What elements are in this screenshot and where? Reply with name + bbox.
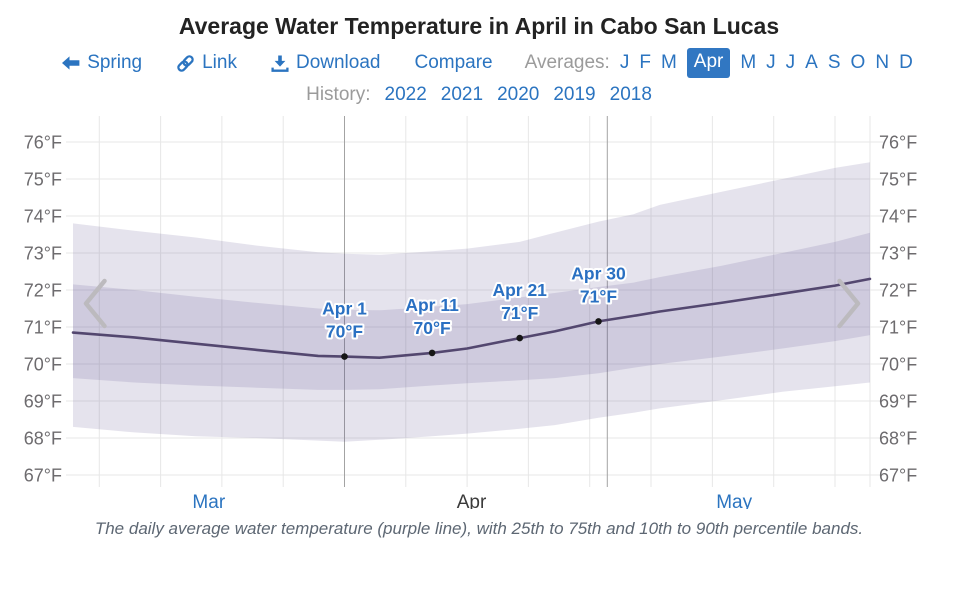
permalink-link[interactable]: Link bbox=[176, 50, 237, 76]
point-label-1: 70°F bbox=[414, 318, 451, 338]
y-tick-label-right: 76°F bbox=[879, 133, 917, 153]
averages-month-s-8[interactable]: S bbox=[827, 52, 841, 73]
y-tick-label-right: 68°F bbox=[879, 429, 917, 449]
averages-month-apr-3[interactable]: Apr bbox=[686, 48, 731, 78]
temperature-chart: 76°F 76°F 75°F 75°F 74°F 74°F 73°F 73°F 72°F 72°F… bbox=[24, 116, 917, 509]
x-month-label-mar[interactable]: Mar bbox=[192, 492, 225, 509]
averages-month-a-7[interactable]: A bbox=[805, 52, 818, 73]
y-tick-label-right: 71°F bbox=[879, 318, 917, 338]
y-tick-label-right: 73°F bbox=[879, 244, 917, 264]
history-year-2022[interactable]: 2022 bbox=[384, 84, 427, 105]
point-label-2: Apr 21 bbox=[492, 280, 547, 300]
averages-months: J F M Apr M J J A S O N D bbox=[620, 48, 913, 78]
y-tick-label-right: 75°F bbox=[879, 170, 917, 190]
history-year-2019[interactable]: 2019 bbox=[553, 84, 596, 105]
history-year-2021[interactable]: 2021 bbox=[440, 84, 484, 105]
averages-month-m-2[interactable]: M bbox=[660, 52, 677, 73]
history-row: History: 2022 2021 2020 2019 2018 bbox=[0, 83, 958, 107]
point-label-1: Apr 11 bbox=[405, 295, 459, 315]
y-tick-label-right: 70°F bbox=[879, 355, 917, 375]
history-year-2018[interactable]: 2018 bbox=[609, 84, 652, 105]
y-tick-label-left: 76°F bbox=[24, 133, 62, 153]
y-tick-label-left: 74°F bbox=[24, 207, 62, 227]
history-year-2020[interactable]: 2020 bbox=[497, 84, 540, 105]
y-tick-label-left: 73°F bbox=[24, 244, 62, 264]
back-link-label: Spring bbox=[87, 52, 143, 73]
chart-caption: The daily average water temperature (pur… bbox=[94, 519, 864, 538]
point-label-0: 70°F bbox=[326, 322, 363, 342]
data-point-3 bbox=[595, 318, 602, 325]
back-to-spring-link[interactable]: Spring bbox=[62, 50, 142, 76]
y-tick-label-right: 74°F bbox=[879, 207, 917, 227]
point-label-0: Apr 1 bbox=[322, 299, 367, 319]
averages-label: Averages: bbox=[524, 52, 610, 73]
prev-period-chevron-icon[interactable] bbox=[83, 278, 107, 329]
download-button[interactable]: Download bbox=[271, 50, 381, 76]
page-title: Average Water Temperature in April in Ca… bbox=[178, 13, 780, 39]
toolbar: Spring Link Download Compare Averages: J… bbox=[0, 48, 958, 78]
averages-month-d-11[interactable]: D bbox=[899, 52, 913, 73]
mean-temperature-line bbox=[71, 277, 872, 359]
y-tick-label-left: 72°F bbox=[24, 281, 62, 301]
y-tick-label-left: 67°F bbox=[24, 466, 62, 486]
permalink-label: Link bbox=[202, 52, 237, 73]
point-label-2: 71°F bbox=[501, 303, 538, 323]
y-tick-label-left: 70°F bbox=[24, 355, 62, 375]
averages-month-j-6[interactable]: J bbox=[785, 52, 796, 73]
compare-label: Compare bbox=[414, 52, 493, 73]
history-years: 2022 2021 2020 2019 2018 bbox=[385, 83, 652, 107]
data-point-0 bbox=[341, 353, 348, 360]
link-icon bbox=[176, 54, 195, 73]
averages-month-f-1[interactable]: F bbox=[639, 52, 651, 73]
averages-month-j-5[interactable]: J bbox=[766, 52, 776, 73]
y-tick-label-left: 75°F bbox=[24, 170, 62, 190]
history-label: History: bbox=[306, 84, 371, 105]
x-month-label-apr: Apr bbox=[457, 492, 487, 509]
averages-month-m-4[interactable]: M bbox=[740, 52, 757, 73]
data-point-2 bbox=[516, 334, 523, 342]
point-label-3: Apr 30 bbox=[571, 263, 626, 283]
averages-month-o-9[interactable]: O bbox=[850, 52, 866, 73]
x-month-label-may[interactable]: May bbox=[716, 492, 752, 509]
y-tick-label-right: 67°F bbox=[879, 466, 917, 486]
arrow-left-icon bbox=[62, 56, 80, 70]
download-label: Download bbox=[295, 52, 381, 73]
averages-month-j-0[interactable]: J bbox=[619, 52, 630, 73]
y-tick-label-left: 69°F bbox=[24, 392, 62, 412]
y-tick-label-left: 71°F bbox=[24, 318, 62, 338]
averages-selector: Averages: J F M Apr M J J A S O N D bbox=[525, 48, 913, 78]
download-icon bbox=[271, 55, 289, 72]
compare-link[interactable]: Compare bbox=[414, 50, 492, 76]
y-tick-label-right: 69°F bbox=[879, 392, 917, 412]
percentile-band-outer bbox=[73, 162, 870, 442]
y-tick-label-right: 72°F bbox=[879, 281, 917, 301]
data-point-1 bbox=[428, 349, 436, 357]
averages-month-n-10[interactable]: N bbox=[875, 52, 890, 73]
y-tick-label-left: 68°F bbox=[24, 429, 62, 449]
point-label-3: 71°F bbox=[580, 286, 617, 306]
next-period-chevron-icon[interactable] bbox=[837, 278, 861, 329]
